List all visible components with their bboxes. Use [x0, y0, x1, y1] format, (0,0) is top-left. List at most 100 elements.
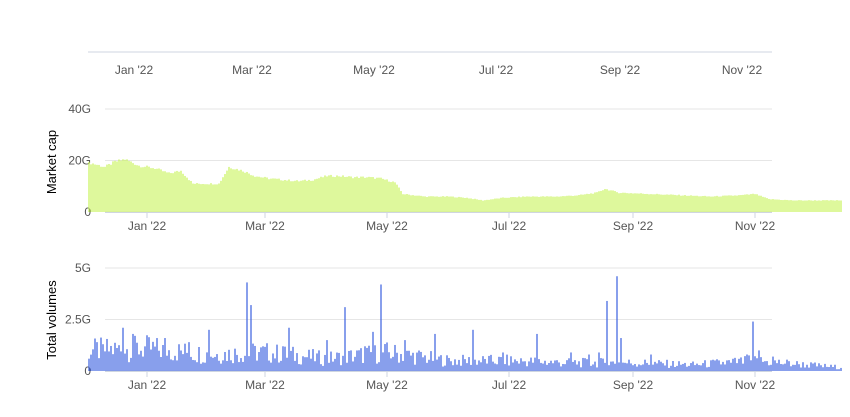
- bar: [422, 196, 424, 212]
- bar: [518, 196, 520, 212]
- bar: [214, 184, 216, 212]
- bar: [568, 358, 570, 371]
- bar: [402, 360, 404, 371]
- bar: [824, 200, 826, 212]
- bar: [522, 196, 524, 212]
- bar: [582, 357, 584, 371]
- bar: [420, 351, 422, 371]
- bar: [786, 199, 788, 212]
- bar: [200, 184, 202, 212]
- bar: [126, 159, 128, 212]
- bar: [482, 200, 484, 212]
- bar: [786, 359, 788, 371]
- bar: [604, 362, 606, 371]
- bar: [836, 200, 838, 212]
- bar: [720, 364, 722, 371]
- bar: [810, 200, 812, 212]
- bar: [186, 352, 188, 371]
- bar: [416, 352, 418, 371]
- bar: [140, 167, 142, 212]
- bar: [580, 194, 582, 212]
- bar: [430, 351, 432, 371]
- bar: [682, 363, 684, 371]
- bar: [588, 354, 590, 371]
- bar: [754, 194, 756, 212]
- bar: [836, 369, 838, 371]
- bar: [502, 352, 504, 371]
- bar: [668, 367, 670, 371]
- bar: [648, 194, 650, 212]
- bar: [666, 194, 668, 212]
- bar: [96, 342, 98, 371]
- bar: [600, 358, 602, 371]
- bar: [764, 197, 766, 212]
- bar: [544, 196, 546, 212]
- bar: [750, 360, 752, 371]
- bar: [274, 178, 276, 212]
- bar: [762, 196, 764, 212]
- bar: [358, 177, 360, 212]
- bar: [548, 196, 550, 212]
- bar: [152, 168, 154, 212]
- bar: [570, 195, 572, 212]
- bar: [730, 362, 732, 371]
- market-cap-x-axis: Jan '22 Mar '22 May '22 Jul '22 Sep '22 Nov '…: [105, 212, 775, 233]
- bar: [632, 365, 634, 371]
- bar: [144, 166, 146, 212]
- navigator-ticks: Jan '22 Mar '22 May '22 Jul '22 Sep '22 Nov '…: [115, 63, 763, 77]
- bar: [190, 180, 192, 212]
- x-tick-label: Sep '22: [613, 219, 654, 233]
- bar: [538, 359, 540, 371]
- bar: [802, 200, 804, 212]
- bar: [152, 341, 154, 371]
- bar: [354, 356, 356, 371]
- bar: [414, 364, 416, 371]
- bar: [758, 195, 760, 212]
- bar: [366, 347, 368, 371]
- bar: [360, 176, 362, 212]
- bar: [686, 195, 688, 212]
- bar: [640, 365, 642, 371]
- bar: [542, 196, 544, 212]
- bar: [382, 178, 384, 212]
- bar: [492, 361, 494, 371]
- bar: [774, 360, 776, 371]
- bar: [248, 173, 250, 212]
- bar: [248, 356, 250, 371]
- bar: [114, 160, 116, 212]
- bar: [192, 359, 194, 371]
- bar: [334, 358, 336, 371]
- bar: [548, 363, 550, 371]
- bar: [468, 198, 470, 212]
- bar: [112, 161, 114, 212]
- bar: [398, 362, 400, 371]
- bar: [174, 171, 176, 212]
- bar: [178, 344, 180, 371]
- bar: [200, 363, 202, 371]
- bar: [782, 364, 784, 371]
- navigator[interactable]: Jan '22 Mar '22 May '22 Jul '22 Sep '22 Nov '…: [88, 51, 772, 77]
- bar: [462, 354, 464, 371]
- bar: [282, 180, 284, 212]
- bar: [572, 195, 574, 212]
- bar: [210, 356, 212, 371]
- bar: [528, 361, 530, 371]
- bar: [162, 345, 164, 371]
- bar: [224, 174, 226, 212]
- bar: [444, 196, 446, 212]
- bar: [636, 366, 638, 371]
- bar: [712, 359, 714, 371]
- bar: [514, 197, 516, 212]
- bar: [384, 344, 386, 371]
- bar: [480, 362, 482, 371]
- bar: [808, 200, 810, 212]
- bar: [512, 197, 514, 212]
- bar: [696, 195, 698, 212]
- bar: [646, 362, 648, 371]
- bar: [290, 181, 292, 212]
- bar: [146, 165, 148, 212]
- bar: [360, 348, 362, 371]
- bar: [674, 194, 676, 212]
- bar: [826, 366, 828, 371]
- bar: [618, 193, 620, 212]
